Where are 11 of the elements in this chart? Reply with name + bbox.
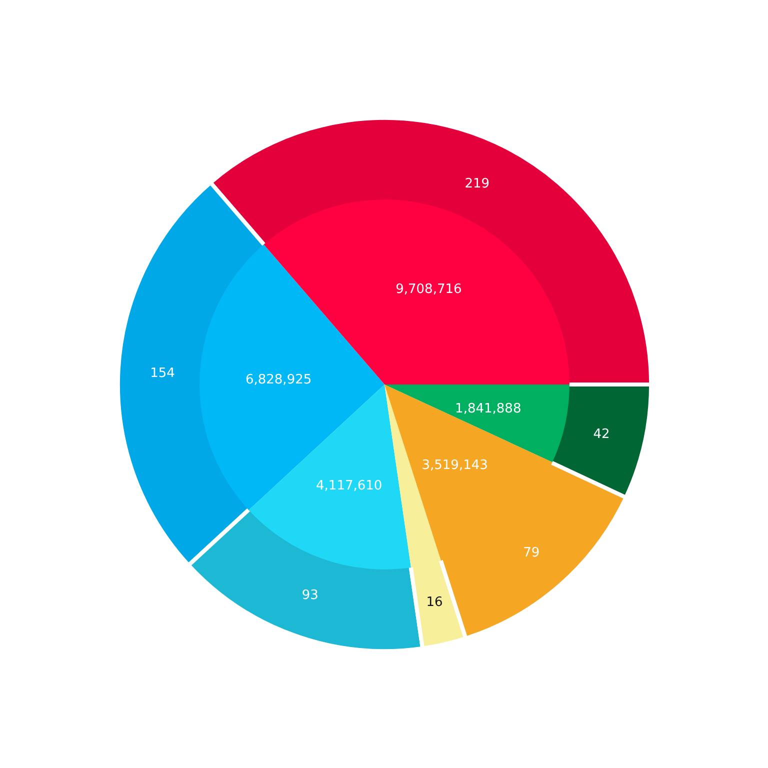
data-label: 79: [523, 545, 540, 560]
data-label: 4,117,610: [316, 478, 382, 494]
data-label: 16: [426, 595, 443, 610]
data-label: 219: [464, 176, 490, 192]
data-label: 9,708,716: [396, 282, 462, 298]
data-label: 42: [593, 426, 610, 442]
data-label: 154: [150, 366, 175, 381]
data-label: 6,828,925: [245, 372, 312, 388]
data-label: 93: [302, 588, 318, 604]
data-label: 3,519,143: [422, 458, 488, 473]
data-label: 1,841,888: [455, 401, 522, 416]
